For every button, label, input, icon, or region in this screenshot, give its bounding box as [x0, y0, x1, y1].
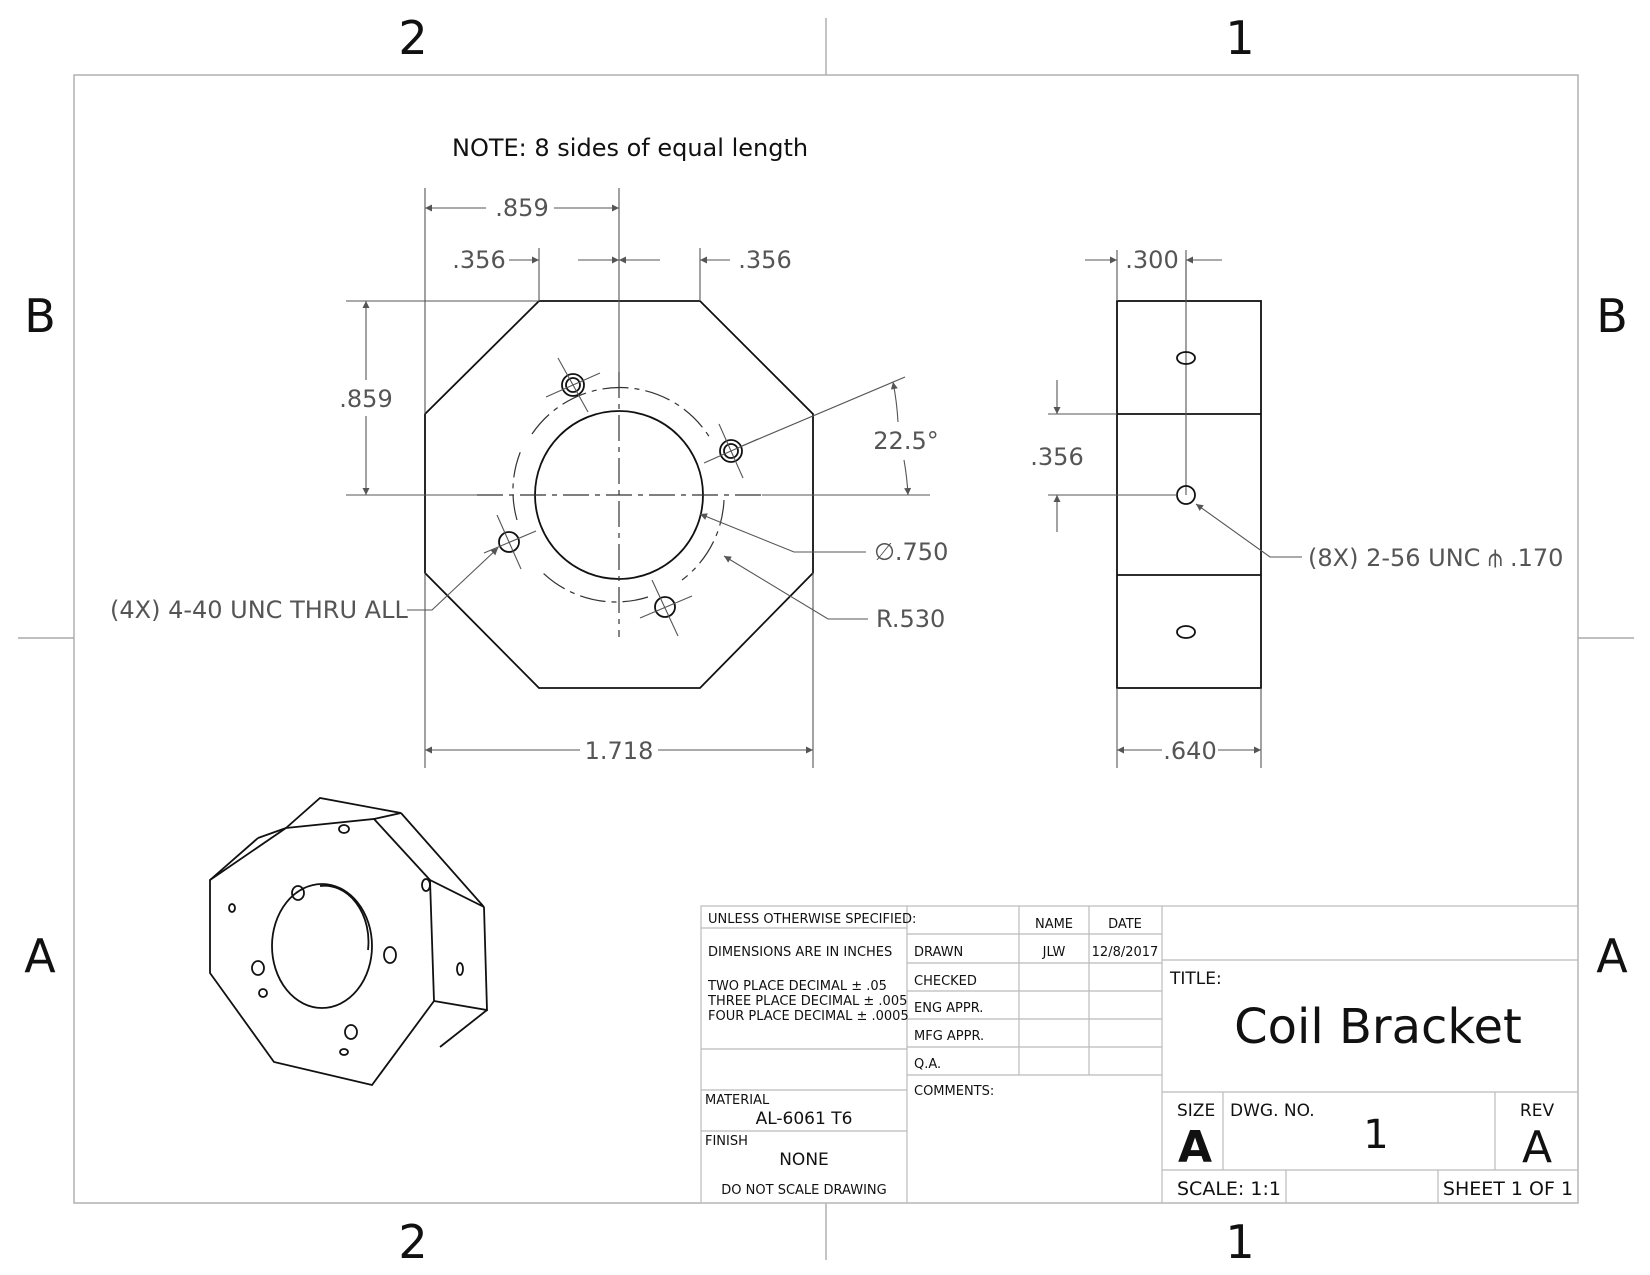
tb-scale: SCALE: 1:1 [1177, 1178, 1281, 1200]
tb-material: AL-6061 T6 [756, 1109, 853, 1129]
zone-col-bottom-right: 1 [1225, 1215, 1254, 1269]
front-view: .859 .356 .356 .859 22.5° ∅.750 R.530 (4… [110, 188, 948, 768]
dim-side-spacing: .356 [1030, 443, 1083, 471]
dim-top-right-chamfer: .356 [738, 246, 791, 274]
tb-row-label: DRAWN [914, 945, 963, 960]
thru-hole-upper-left [545, 357, 601, 413]
title-block: UNLESS OTHERWISE SPECIFIED: DIMENSIONS A… [700, 905, 1579, 1204]
tb-title-label: TITLE: [1169, 969, 1222, 989]
tb-tol-two: TWO PLACE DECIMAL ± .05 [707, 979, 887, 994]
tb-title: Coil Bracket [1234, 999, 1522, 1055]
tb-row-label: Q.A. [914, 1057, 941, 1072]
tb-comments-label: COMMENTS: [914, 1084, 994, 1099]
tb-name-header: NAME [1035, 917, 1073, 932]
dim-bore-diameter: ∅.750 [874, 538, 948, 566]
zone-row-left-top: B [24, 289, 56, 343]
tb-sheet: SHEET 1 OF 1 [1443, 1178, 1573, 1200]
tap-hole-top [1176, 351, 1196, 365]
tb-tol-four: FOUR PLACE DECIMAL ± .0005 [708, 1009, 909, 1024]
dim-angle: 22.5° [873, 427, 938, 455]
zone-labels: 2 1 2 1 B B A A [24, 11, 1628, 1269]
tb-rev: A [1522, 1122, 1552, 1173]
dim-left-height: .859 [339, 385, 392, 413]
zone-col-bottom-left: 2 [398, 1215, 427, 1269]
tb-size-label: SIZE [1177, 1101, 1215, 1121]
bolt-circle-arc-left [512, 447, 523, 521]
zone-row-right-bottom: A [1596, 929, 1628, 983]
tb-row-label: MFG APPR. [914, 1029, 984, 1044]
dim-top-overall: .859 [495, 194, 548, 222]
tb-row-date: 12/8/2017 [1092, 945, 1159, 960]
thru-hole-lower-right [639, 579, 693, 637]
hole-callout-thru: (4X) 4-40 UNC THRU ALL [110, 596, 408, 624]
iso-front-face [209, 818, 435, 1087]
tb-no-scale: DO NOT SCALE DRAWING [721, 1183, 886, 1198]
tb-material-label: MATERIAL [705, 1093, 770, 1108]
tap-callout: (8X) 2-56 UNC ⫛ .170 [1308, 544, 1563, 572]
tb-finish: NONE [779, 1150, 829, 1170]
tb-row-name: JLW [1042, 945, 1066, 960]
sheet-border [18, 18, 1634, 1260]
dim-side-thickness: .300 [1125, 246, 1178, 274]
tap-hole-bottom [1176, 625, 1196, 639]
zone-col-top-right: 1 [1225, 11, 1254, 65]
tb-dwg-no-label: DWG. NO. [1230, 1101, 1315, 1121]
dim-bottom-width: 1.718 [585, 737, 654, 765]
tb-date-header: DATE [1108, 917, 1142, 932]
isometric-view [209, 797, 488, 1087]
iso-bore [271, 883, 373, 1009]
octagon-outline [424, 300, 814, 689]
tb-units: DIMENSIONS ARE IN INCHES [708, 945, 892, 960]
dim-bolt-circle-radius: R.530 [876, 605, 945, 633]
zone-col-top-left: 2 [398, 11, 427, 65]
thru-hole-left [483, 514, 537, 570]
tb-finish-label: FINISH [705, 1134, 748, 1149]
side-view: .300 .356 (8X) 2-56 UNC ⫛ .170 .640 [1030, 246, 1563, 768]
thru-hole-right [703, 423, 759, 479]
dim-top-left-chamfer: .356 [452, 246, 505, 274]
tb-size: A [1178, 1122, 1212, 1173]
tb-rev-label: REV [1520, 1101, 1555, 1121]
dim-side-width: .640 [1163, 737, 1216, 765]
tb-row-label: CHECKED [914, 974, 977, 989]
zone-row-left-bottom: A [24, 929, 56, 983]
bolt-circle-arc-right [681, 499, 725, 581]
bolt-circle-arc-top [531, 386, 711, 439]
zone-row-right-top: B [1596, 289, 1628, 343]
drawing-note: NOTE: 8 sides of equal length [452, 134, 808, 162]
tb-unless-label: UNLESS OTHERWISE SPECIFIED: [708, 912, 916, 927]
tb-tol-three: THREE PLACE DECIMAL ± .005 [707, 994, 907, 1009]
tb-row-label: ENG APPR. [914, 1001, 983, 1016]
tb-dwg-no: 1 [1363, 1112, 1388, 1158]
bolt-circle-arc-bottom [539, 569, 649, 603]
